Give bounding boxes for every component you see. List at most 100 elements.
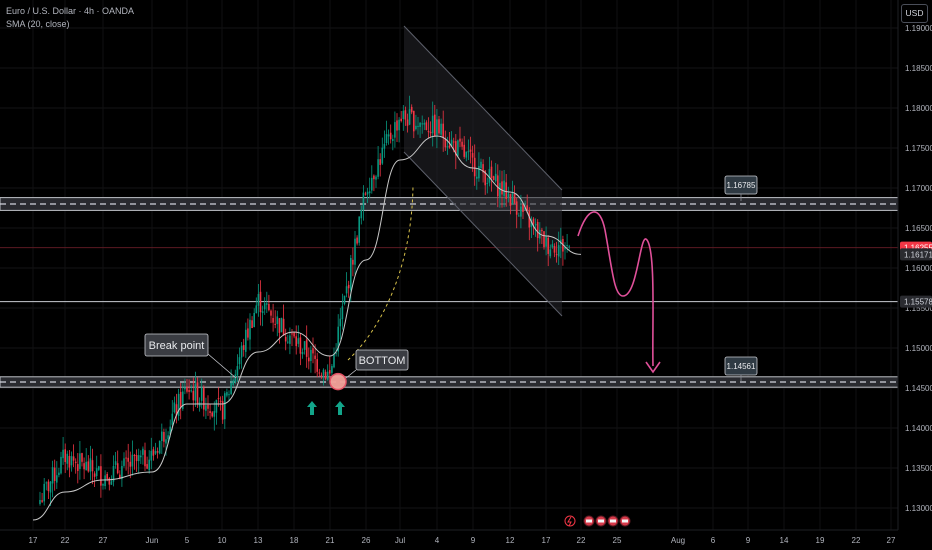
- candle-up: [375, 174, 377, 188]
- candle-up: [280, 317, 283, 333]
- candle-body: [400, 118, 402, 122]
- candle-body: [518, 215, 520, 217]
- candle-down: [282, 304, 285, 336]
- candle-up: [226, 388, 228, 398]
- candle-up: [98, 465, 100, 472]
- candle-body: [455, 141, 457, 156]
- candle-body: [419, 122, 421, 127]
- candle-body: [497, 175, 499, 197]
- y-tick-label: 1.18500: [905, 64, 932, 73]
- candle-down: [429, 121, 432, 138]
- candle-body: [398, 119, 400, 131]
- candle-body: [251, 320, 253, 329]
- candle-body: [337, 326, 339, 352]
- x-tick-label: 12: [506, 536, 515, 545]
- candle-body: [150, 450, 153, 461]
- candle-body: [165, 439, 167, 444]
- candle-body: [329, 370, 331, 374]
- candle-up: [184, 378, 186, 395]
- x-tick-label: 6: [711, 536, 716, 545]
- candle-down: [127, 443, 129, 475]
- sma-line: [32, 135, 582, 521]
- lightning-glyph: [567, 516, 572, 527]
- candle-body: [121, 466, 123, 480]
- candle-body: [177, 393, 180, 416]
- candle-body: [333, 354, 335, 368]
- candle-down: [116, 450, 119, 475]
- candle-body: [457, 140, 459, 156]
- candle-down: [463, 136, 465, 159]
- candle-body: [440, 123, 442, 135]
- candle-body: [163, 432, 165, 442]
- candle-body: [373, 175, 375, 180]
- candle-body: [282, 318, 285, 336]
- candle-body: [492, 176, 495, 180]
- level-tag-1-16785-text: 1.16785: [727, 181, 756, 190]
- candle-up: [419, 122, 421, 139]
- candle-body: [66, 453, 69, 464]
- candle-body: [308, 357, 310, 362]
- candle-down: [87, 455, 90, 473]
- candle-body: [182, 391, 184, 409]
- candle-up: [255, 297, 258, 314]
- candle-body: [341, 306, 344, 320]
- candle-down: [284, 328, 287, 351]
- candle-up: [503, 169, 505, 208]
- candle-body: [219, 400, 222, 402]
- candle-body: [259, 291, 262, 313]
- candle-body: [280, 317, 283, 333]
- candle-body: [228, 394, 230, 396]
- candle-down: [459, 126, 461, 148]
- candle-body: [465, 151, 468, 158]
- candle-down: [434, 104, 436, 137]
- candle-body: [322, 369, 325, 376]
- flag-stripe: [622, 519, 628, 523]
- candle-up: [249, 313, 251, 351]
- candle-down: [188, 379, 190, 400]
- candle-up: [236, 354, 239, 382]
- candle-up: [240, 342, 243, 369]
- candle-up: [310, 345, 312, 373]
- candle-body: [234, 374, 237, 383]
- candle-down: [347, 280, 350, 298]
- candle-body: [116, 463, 119, 474]
- candle-body: [566, 245, 568, 247]
- candle-down: [404, 106, 407, 126]
- candle-up: [417, 116, 419, 135]
- candle-body: [240, 345, 243, 358]
- candle-down: [515, 197, 518, 229]
- candle-body: [89, 458, 92, 472]
- candle-body: [95, 468, 98, 477]
- candle-body: [413, 110, 415, 132]
- candle-down: [425, 120, 428, 131]
- candle-up: [194, 371, 197, 407]
- candle-body: [343, 295, 346, 304]
- candle-body: [106, 474, 108, 479]
- candle-up: [566, 234, 568, 253]
- candle-up: [392, 134, 394, 151]
- candle-body: [144, 450, 146, 467]
- candle-body: [98, 466, 100, 470]
- y-tick-label: 1.17500: [905, 144, 932, 153]
- candle-up: [43, 477, 45, 506]
- y-tick-label: 1.14000: [905, 424, 932, 433]
- candle-body: [79, 453, 81, 469]
- candle-body: [320, 374, 323, 376]
- candle-down: [473, 144, 476, 186]
- y-axis: 1.19000 1.18500 1.18000 1.17500 1.17000 1.165…: [897, 0, 932, 530]
- bottom-label-pointer: [345, 369, 357, 379]
- candle-body: [171, 413, 174, 425]
- candle-down: [192, 377, 195, 412]
- candle-body: [356, 237, 358, 244]
- candle-up: [368, 177, 371, 199]
- currency-button[interactable]: USD: [901, 4, 928, 23]
- candle-body: [467, 151, 470, 153]
- candle-up: [534, 218, 537, 237]
- candle-body: [446, 146, 449, 148]
- candle-down: [77, 453, 79, 484]
- candle-down: [217, 387, 220, 407]
- candle-down: [364, 191, 367, 196]
- candle-up: [398, 117, 400, 143]
